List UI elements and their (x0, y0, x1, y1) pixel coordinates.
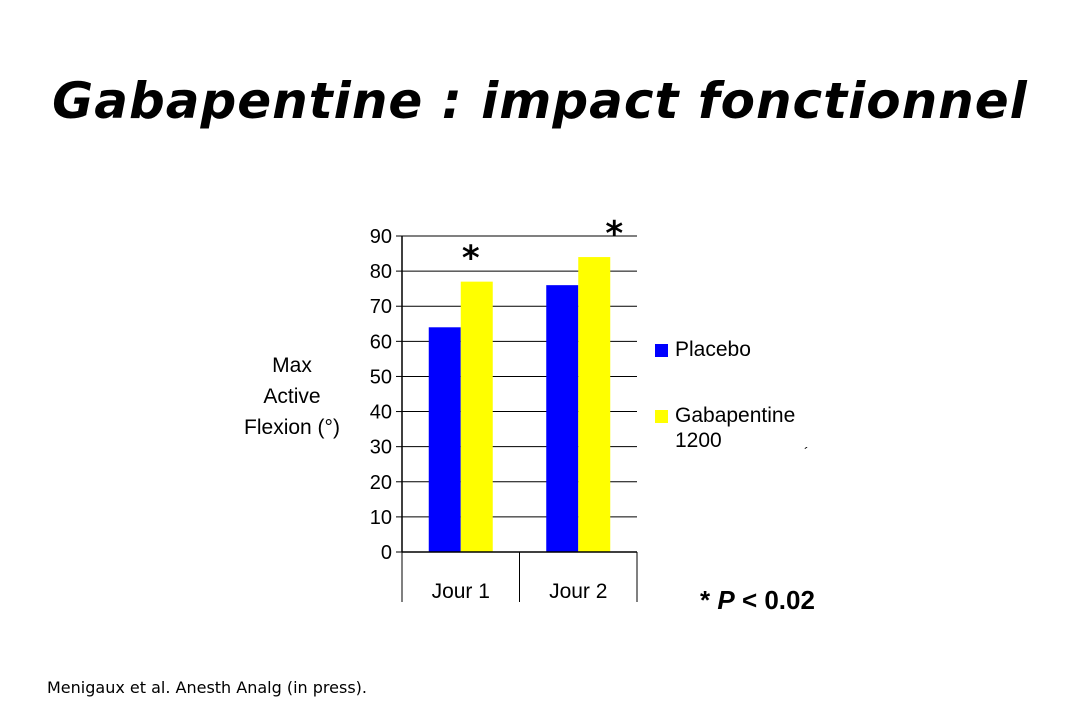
significance-marker: * (605, 214, 623, 254)
y-tick-label: 0 (381, 542, 392, 564)
y-tick-label: 40 (370, 402, 392, 424)
p-symbol: P (717, 585, 735, 615)
y-axis-title-line: Max (272, 354, 312, 377)
legend-swatch-gabapentine (655, 410, 668, 423)
significance-note: * P < 0.02 (700, 585, 815, 616)
slide-title: Gabapentine : impact fonctionnel (52, 72, 1028, 130)
y-tick-label: 90 (370, 226, 392, 248)
legend-label: Placebo (675, 338, 751, 361)
y-tick-label: 30 (370, 437, 392, 459)
x-tick-label: Jour 2 (549, 580, 607, 603)
bar-placebo (546, 285, 579, 552)
y-axis-title-line: Flexion (°) (244, 416, 340, 439)
legend-swatch-placebo (655, 344, 668, 357)
bar-placebo (428, 327, 461, 552)
y-tick-label: 60 (370, 331, 392, 353)
significance-marker: * (700, 585, 711, 615)
y-tick-label: 50 (370, 366, 392, 388)
significance-marker: * (462, 239, 480, 279)
bar-gabapentine (578, 257, 611, 552)
stray-mark: ´ (804, 444, 809, 460)
y-tick-label: 20 (370, 472, 392, 494)
y-tick-label: 80 (370, 261, 392, 283)
citation: Menigaux et al. Anesth Analg (in press). (47, 678, 367, 697)
y-axis-title: Max Active Flexion (°) (232, 350, 352, 443)
p-comparison: < 0.02 (741, 585, 815, 615)
y-axis-title-line: Active (263, 385, 321, 408)
legend-label: Gabapentine (675, 404, 796, 427)
y-tick-label: 70 (370, 296, 392, 318)
legend-label: 1200 (675, 429, 722, 452)
y-tick-label: 10 (370, 507, 392, 529)
x-tick-label: Jour 1 (432, 580, 490, 603)
bar-gabapentine (460, 281, 493, 552)
